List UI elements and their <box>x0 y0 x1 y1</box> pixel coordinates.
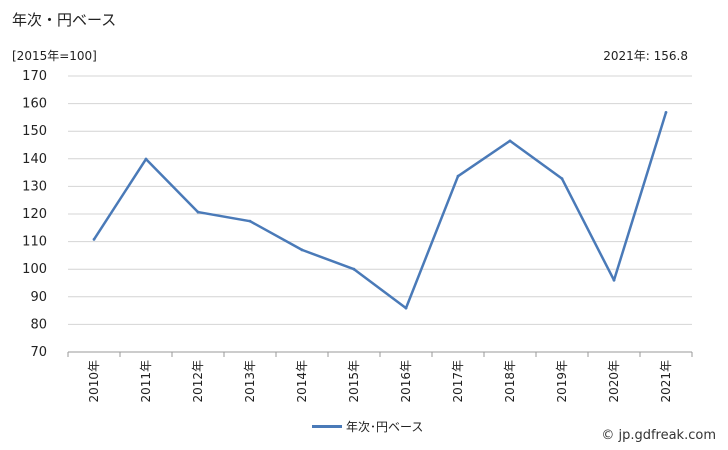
data-point <box>300 248 304 252</box>
legend-swatch <box>312 425 342 428</box>
y-tick-label: 140 <box>22 152 47 167</box>
data-point <box>92 237 96 241</box>
data-point <box>352 267 356 271</box>
x-tick-label: 2012年 <box>191 360 205 403</box>
x-tick-label: 2016年 <box>399 360 413 403</box>
x-tick-label: 2017年 <box>451 360 465 403</box>
y-tick-label: 100 <box>22 262 47 277</box>
y-tick-label: 110 <box>22 235 47 250</box>
data-point <box>664 111 668 114</box>
latest-value-label: 2021年: 156.8 <box>603 49 688 63</box>
y-tick-label: 150 <box>22 124 47 139</box>
y-tick-label: 160 <box>22 97 47 112</box>
legend-label: 年次･円ベース <box>346 420 424 434</box>
data-point <box>612 278 616 282</box>
x-tick-label: 2019年 <box>555 360 569 403</box>
y-tick-label: 80 <box>30 317 47 332</box>
x-tick-label: 2011年 <box>139 360 153 403</box>
y-tick-label: 70 <box>30 345 47 360</box>
data-point <box>508 139 512 143</box>
data-point <box>560 177 564 181</box>
data-point <box>456 174 460 178</box>
x-tick-label: 2013年 <box>243 360 257 403</box>
x-tick-label: 2020年 <box>607 360 621 403</box>
source-credit: © jp.gdfreak.com <box>601 428 716 443</box>
x-tick-label: 2014年 <box>295 360 309 403</box>
data-point <box>404 306 408 310</box>
unit-label: [2015年=100] <box>12 49 97 63</box>
y-tick-label: 90 <box>30 290 47 305</box>
x-tick-label: 2018年 <box>503 360 517 403</box>
data-point <box>248 219 252 223</box>
data-point <box>196 210 200 214</box>
y-tick-label: 130 <box>22 179 47 194</box>
y-tick-label: 170 <box>22 69 47 84</box>
chart-title: 年次・円ベース <box>12 11 117 29</box>
y-tick-label: 120 <box>22 207 47 222</box>
legend: 年次･円ベース <box>312 418 423 435</box>
series-line <box>92 112 668 310</box>
x-tick-label: 2015年 <box>347 360 361 403</box>
data-point <box>144 157 148 161</box>
x-tick-label: 2021年 <box>659 360 673 403</box>
x-tick-label: 2010年 <box>87 360 101 403</box>
